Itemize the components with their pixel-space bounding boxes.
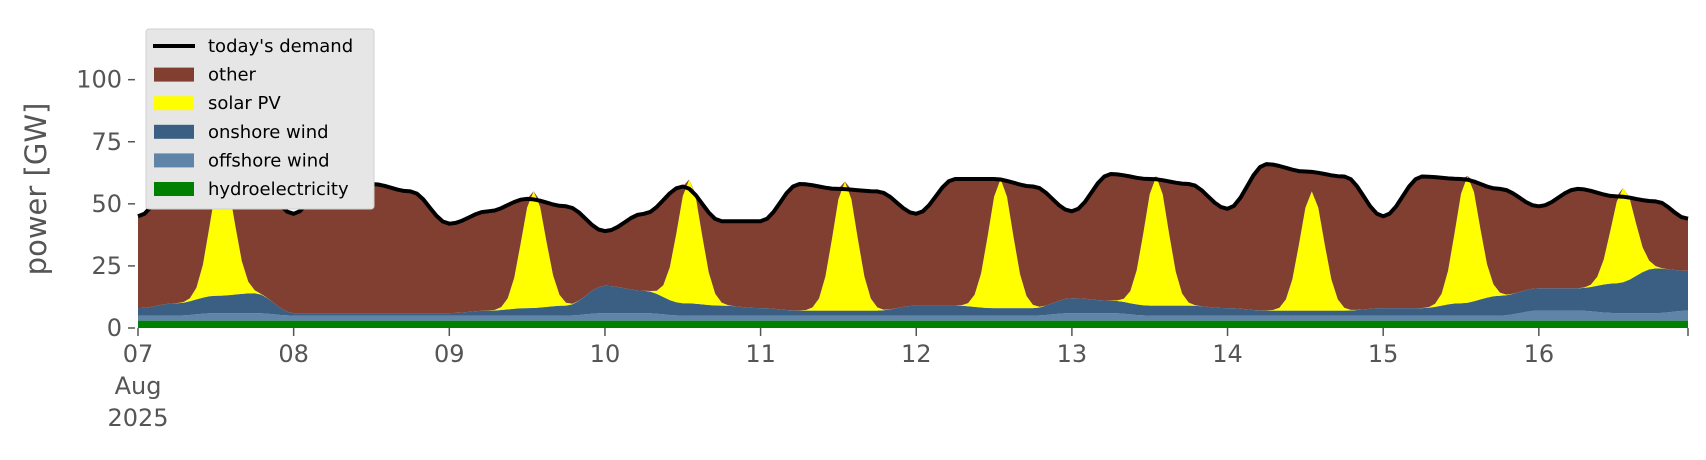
y-axis-label: power [GW] [19, 103, 53, 276]
x-tick-label-11: 11 [745, 340, 776, 368]
y-tick-label-50: 50 [91, 190, 122, 218]
legend-label-today-s-demand: today's demand [208, 36, 353, 57]
legend-label-other: other [208, 65, 257, 86]
x-tick-label-10: 10 [590, 340, 621, 368]
x-tick-label-09: 09 [434, 340, 465, 368]
area-hydroelectricity [138, 320, 1688, 328]
area-other [138, 164, 1688, 314]
legend-swatch-solar-pv [154, 96, 194, 111]
y-tick-label-100: 100 [76, 66, 122, 94]
x-tick-label-16: 16 [1524, 340, 1555, 368]
legend-label-onshore-wind: onshore wind [208, 122, 329, 143]
x-tick-sublabel-aug: Aug [115, 372, 162, 400]
x-tick-label-07: 07 [123, 340, 154, 368]
x-tick-label-12: 12 [901, 340, 932, 368]
y-tick-label-0: 0 [107, 314, 122, 342]
x-tick-label-13: 13 [1057, 340, 1088, 368]
y-tick-label-75: 75 [91, 128, 122, 156]
legend-label-offshore-wind: offshore wind [208, 150, 330, 171]
legend: today's demand other solar PV onshore wind o… [145, 28, 375, 210]
x-tick-label-15: 15 [1368, 340, 1399, 368]
legend-swatch-onshore-wind [154, 124, 194, 139]
area-solar-pv [138, 171, 1688, 314]
line-todays-demand [137, 162, 1689, 234]
legend-swatch-offshore-wind [154, 153, 194, 168]
area-onshore-wind [138, 268, 1688, 316]
legend-label-hydroelectricity: hydroelectricity [208, 179, 349, 200]
legend-swatch-other [154, 67, 194, 82]
y-axis: 0 25 50 75 100 [76, 66, 135, 342]
legend-label-solar-pv: solar PV [208, 93, 281, 114]
x-tick-label-14: 14 [1212, 340, 1243, 368]
x-tick-label-08: 08 [278, 340, 309, 368]
demand-line-layer [137, 162, 1689, 234]
y-tick-label-25: 25 [91, 252, 122, 280]
x-axis: 07 Aug 2025 08 09 10 11 12 13 14 15 16 [107, 328, 1689, 432]
legend-box [145, 28, 375, 210]
stacked-areas [138, 164, 1688, 328]
legend-swatch-hydroelectricity [154, 182, 194, 196]
x-tick-sublabel-2025: 2025 [107, 404, 168, 432]
